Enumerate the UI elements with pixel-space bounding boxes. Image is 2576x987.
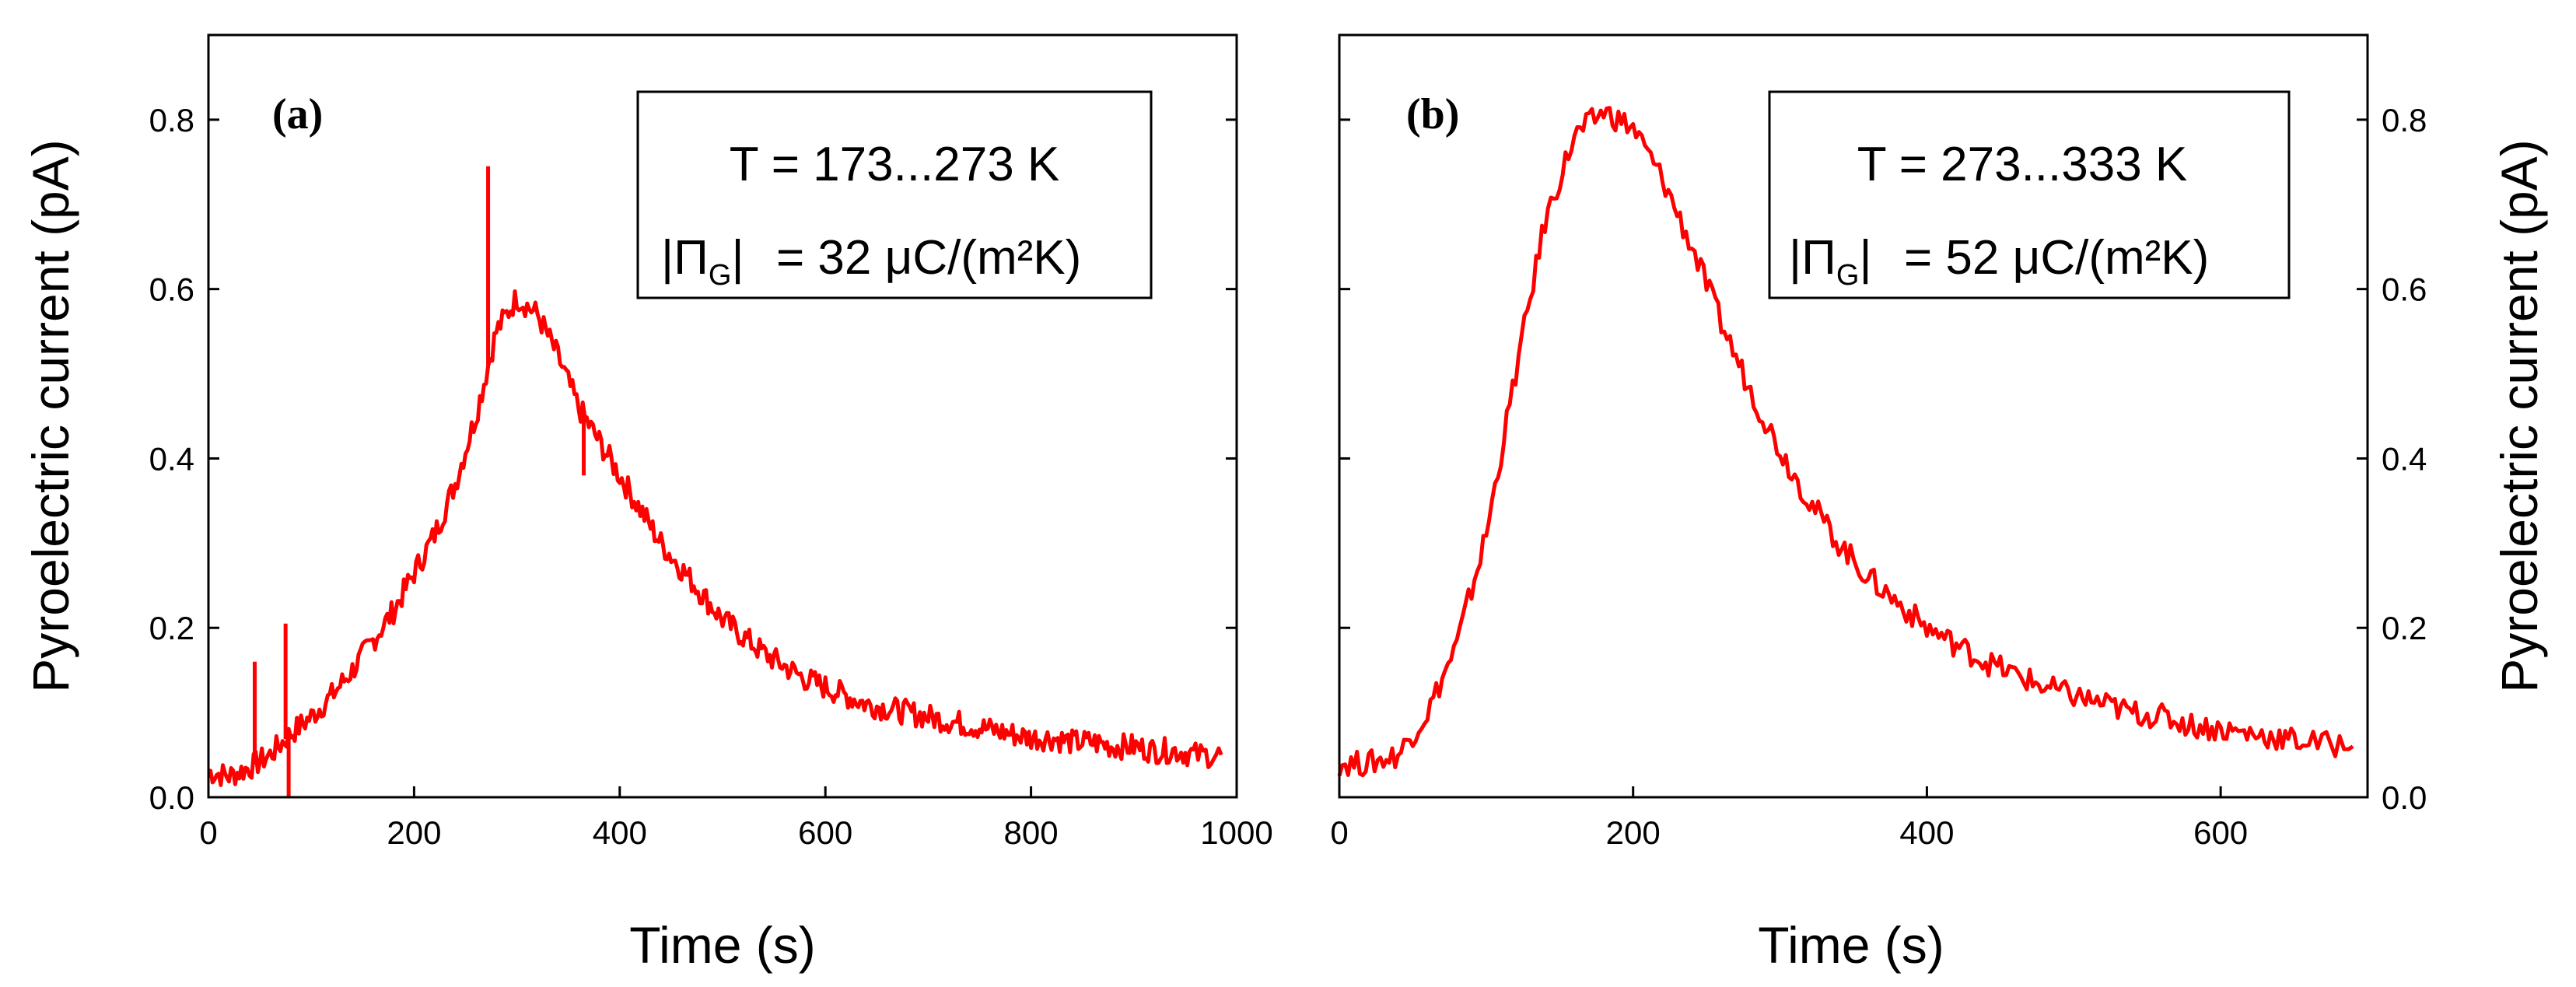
panel-b-label: (b)	[1406, 90, 1459, 138]
panel-a-ytick-label: 0.0	[149, 779, 194, 816]
panel-b-ylabel: Pyroelectric current (pA)	[2490, 139, 2548, 693]
panel-b-plot-area	[1337, 106, 2354, 778]
panel-a-xtick-label: 1000	[1200, 814, 1272, 851]
panel-a-ytick-label: 0.2	[149, 610, 194, 646]
panel-b-xtick-label: 200	[1606, 814, 1661, 851]
panel-b-ytick-label: 0.6	[2382, 271, 2427, 308]
panel-a-annotation-line1: T = 173...273 K	[730, 138, 1060, 191]
panel-a-annotation-box	[636, 90, 1153, 299]
panel-b-frame	[1338, 33, 2369, 799]
panel-b-ytick-label: 0.8	[2382, 102, 2427, 138]
panel-a-xtick-label: 600	[798, 814, 852, 851]
panel-a-annotation: T = 173...273 K |ΠG| = 32 μC/(m²K)	[636, 90, 1153, 299]
panel-b-xlabel: Time (s)	[1758, 916, 1944, 974]
panel-a-label: (a)	[272, 90, 323, 138]
panel-a-xtick-label: 400	[593, 814, 647, 851]
panel-a-xlabel: Time (s)	[629, 916, 816, 974]
panel-a: (a) T = 173...273 K |ΠG| = 32 μC/(m²K) T…	[22, 33, 1273, 974]
panel-a-ticks: 0 200 400 600 800 1000 0.0 0.2 0.4 0.6 0.8	[149, 102, 1273, 851]
panel-b-xtick-label: 400	[1899, 814, 1954, 851]
panel-b-pi-g-symbol: |ΠG|	[1789, 231, 1872, 292]
panel-a-ylabel: Pyroelectric current (pA)	[22, 139, 79, 693]
panel-b-ytick-label: 0.2	[2382, 610, 2427, 646]
panel-b: (b) T = 273...333 K |ΠG| = 52 μC/(m²K) T…	[1330, 33, 2548, 974]
panel-a-ytick-label: 0.4	[149, 440, 194, 477]
panel-a-xtick-label: 200	[387, 814, 441, 851]
panel-b-xtick-label: 0	[1330, 814, 1348, 851]
panel-b-ytick-label: 0.0	[2382, 779, 2427, 816]
panel-a-frame	[207, 33, 1238, 799]
panel-b-xtick-label: 600	[2193, 814, 2248, 851]
panel-b-annotation-value: = 52 μC/(m²K)	[1904, 231, 2209, 285]
panel-b-annotation: T = 273...333 K |ΠG| = 52 μC/(m²K)	[1768, 90, 2291, 299]
panel-a-series-line	[207, 289, 1223, 787]
svg-text:|ΠG|: |ΠG|	[661, 231, 744, 292]
panel-b-annotation-box	[1768, 90, 2291, 299]
panel-b-series-line	[1337, 106, 2354, 778]
panel-a-xtick-label: 800	[1004, 814, 1059, 851]
svg-text:|ΠG|: |ΠG|	[1789, 231, 1872, 292]
panel-b-ticks: 0 200 400 600 0.0 0.2 0.4 0.6 0.8	[1330, 102, 2427, 851]
panel-a-xtick-label: 0	[199, 814, 217, 851]
panel-b-ytick-label: 0.4	[2382, 440, 2427, 477]
panel-a-ytick-label: 0.6	[149, 271, 194, 308]
panel-a-pi-g-symbol: |ΠG|	[661, 231, 744, 292]
panel-a-plot-area	[207, 166, 1223, 797]
panel-a-ytick-label: 0.8	[149, 102, 194, 138]
panel-a-annotation-value: = 32 μC/(m²K)	[776, 231, 1081, 285]
panel-b-annotation-line1: T = 273...333 K	[1857, 138, 2188, 191]
